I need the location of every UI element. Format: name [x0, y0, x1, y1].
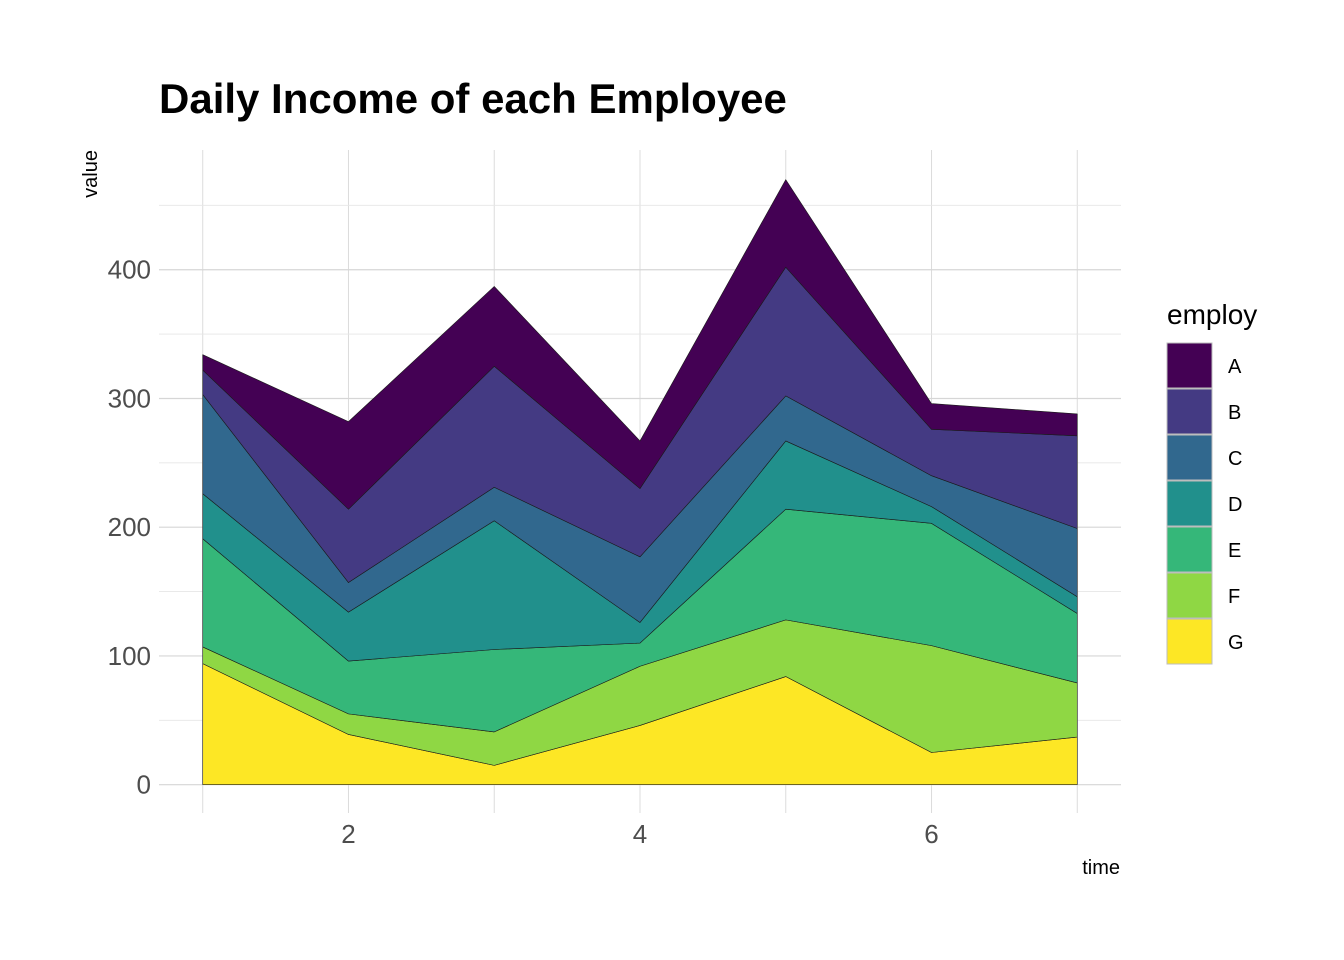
x-axis-label: time — [1082, 857, 1120, 879]
legend-swatch-f — [1166, 572, 1213, 619]
y-tick-label: 100 — [108, 641, 151, 671]
y-tick-label: 400 — [108, 255, 151, 285]
x-tick-label: 2 — [341, 819, 355, 849]
legend-label-d: D — [1228, 494, 1242, 516]
legend-label-c: C — [1228, 448, 1242, 470]
legend-swatch-a — [1166, 342, 1213, 389]
y-tick-label: 200 — [108, 512, 151, 542]
legend-label-a: A — [1228, 356, 1242, 378]
legend-swatch-g — [1166, 618, 1213, 665]
legend-title: employ — [1167, 299, 1257, 330]
y-axis-ticks: 0 100 200 300 400 — [108, 255, 151, 800]
legend: employ A B C D E F G — [1166, 299, 1257, 665]
x-tick-label: 4 — [633, 819, 647, 849]
legend-swatch-b — [1166, 388, 1213, 435]
legend-label-f: F — [1228, 586, 1240, 608]
area-series-a — [202, 179, 1078, 510]
legend-swatch-d — [1166, 480, 1213, 527]
legend-items: A B C D E F G — [1166, 342, 1244, 665]
chart-title: Daily Income of each Employee — [159, 75, 787, 122]
x-axis-ticks: 2 4 6 — [341, 819, 938, 849]
y-tick-label: 300 — [108, 383, 151, 413]
y-axis-label: value — [80, 150, 102, 198]
legend-label-b: B — [1228, 402, 1241, 424]
area-layers — [202, 179, 1078, 785]
legend-label-g: G — [1228, 632, 1244, 654]
legend-swatch-c — [1166, 434, 1213, 481]
legend-swatch-e — [1166, 526, 1213, 573]
legend-label-e: E — [1228, 540, 1241, 562]
x-tick-label: 6 — [924, 819, 938, 849]
y-tick-label: 0 — [137, 770, 151, 800]
